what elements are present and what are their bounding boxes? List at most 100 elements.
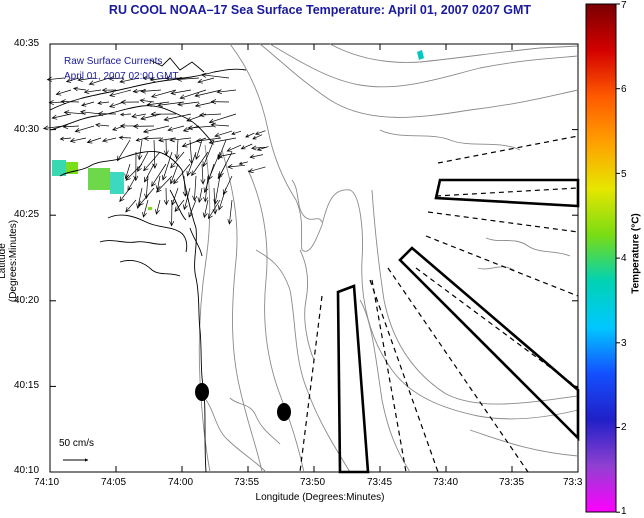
current-vector [161,151,173,181]
map-title: RU COOL NOAA–17 Sea Surface Temperature:… [108,3,532,17]
current-vector [188,199,197,218]
current-vector [140,88,162,94]
current-vector [170,151,185,169]
survey-areas [336,178,580,474]
current-vector [97,101,110,105]
current-vector [116,139,131,162]
current-vector [165,75,185,81]
y-tick-label: 40:15 [14,380,40,391]
colorbar-label: Temperature (°C) [630,213,642,294]
current-vector [137,139,143,161]
current-vector [133,151,139,182]
current-vector [200,72,230,79]
current-vector [55,89,72,96]
current-vector [83,89,102,95]
current-vector [167,125,185,132]
current-vector [163,113,192,122]
current-vector [143,135,162,141]
current-vector [195,139,203,160]
current-vector [86,137,102,144]
colorbar-tick-label: 6 [621,84,627,95]
current-vector [226,144,242,152]
current-vector [150,111,177,117]
legend-line-1: Raw Surface Currents [64,56,163,67]
colorbar-tick-label: 1 [621,506,627,517]
current-vector [247,166,266,173]
current-vector [97,111,117,117]
colorbar-tick-label: 7 [621,0,627,11]
current-vector [192,175,198,202]
current-vector [182,125,200,132]
coverage-lines [299,135,579,473]
current-vector [186,151,197,177]
y-tick-label: 40:35 [14,38,40,49]
current-vector [202,199,209,219]
current-vector [124,163,131,180]
current-vector [119,123,140,129]
current-vector [197,77,215,84]
current-vector [63,110,87,116]
current-vector [74,125,95,133]
current-vector [216,89,237,95]
current-vector [240,143,253,150]
y-tick-label: 40:10 [14,465,40,476]
current-vector [176,76,200,82]
current-vector [207,199,221,220]
current-vector [250,145,267,151]
x-tick-label: 73:40 [433,477,459,488]
current-vector [131,113,147,119]
colorbar [585,3,617,513]
current-vector [210,99,230,105]
x-tick-label: 74:05 [101,477,127,488]
colorbar-tick-label: 3 [621,338,627,349]
current-vector [42,125,65,131]
current-vector [120,99,140,105]
current-vector [59,136,72,141]
current-vector [81,101,95,107]
current-vector [182,175,188,198]
current-vector [181,137,207,148]
mooring-markers [195,383,291,421]
current-vector [62,124,80,130]
x-tick-label: 74:10 [34,477,60,488]
current-vector [118,135,132,140]
current-vector [163,139,169,156]
current-vector [101,87,117,93]
current-vector [191,151,209,177]
x-axis-label: Longitude (Degrees:Minutes) [255,492,385,503]
current-vector [203,163,215,194]
current-vector [202,139,215,168]
current-vector [194,101,215,108]
current-vector [150,89,177,99]
current-vector [210,122,230,128]
current-vector [125,163,143,181]
current-vector [157,101,185,108]
y-tick-label: 40:20 [14,295,40,306]
scale-label: 50 cm/s [59,438,95,449]
current-vector [256,146,269,151]
current-vector [140,113,162,121]
current-vector [142,199,149,218]
current-vector [88,77,110,86]
current-vector [95,122,110,128]
current-vector [214,130,233,138]
current-vector [169,163,179,185]
current-vector [156,175,173,193]
current-vector [169,199,175,227]
current-vector [119,77,140,84]
current-vector [238,161,249,165]
current-vector [174,199,185,213]
axis-tick-marks [49,3,620,513]
y-tick-label: 40:30 [14,124,40,135]
current-vector [169,137,192,143]
current-vector [132,123,155,129]
current-vector [163,187,169,206]
x-tick-label: 73:3 [563,477,583,488]
current-vector [198,112,222,118]
current-vector [227,164,246,170]
colorbar-tick-label: 5 [621,169,627,180]
current-vector [142,76,155,81]
current-vector [252,134,263,140]
current-vector [119,187,131,203]
